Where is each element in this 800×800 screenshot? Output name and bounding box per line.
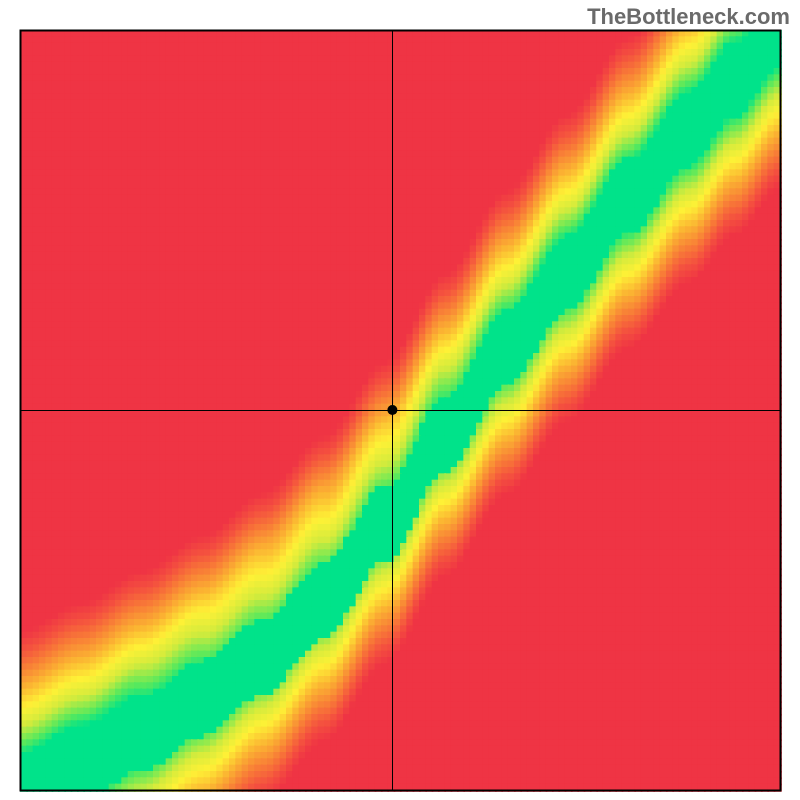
- bottleneck-heatmap: [0, 0, 800, 800]
- watermark: TheBottleneck.com: [587, 4, 790, 30]
